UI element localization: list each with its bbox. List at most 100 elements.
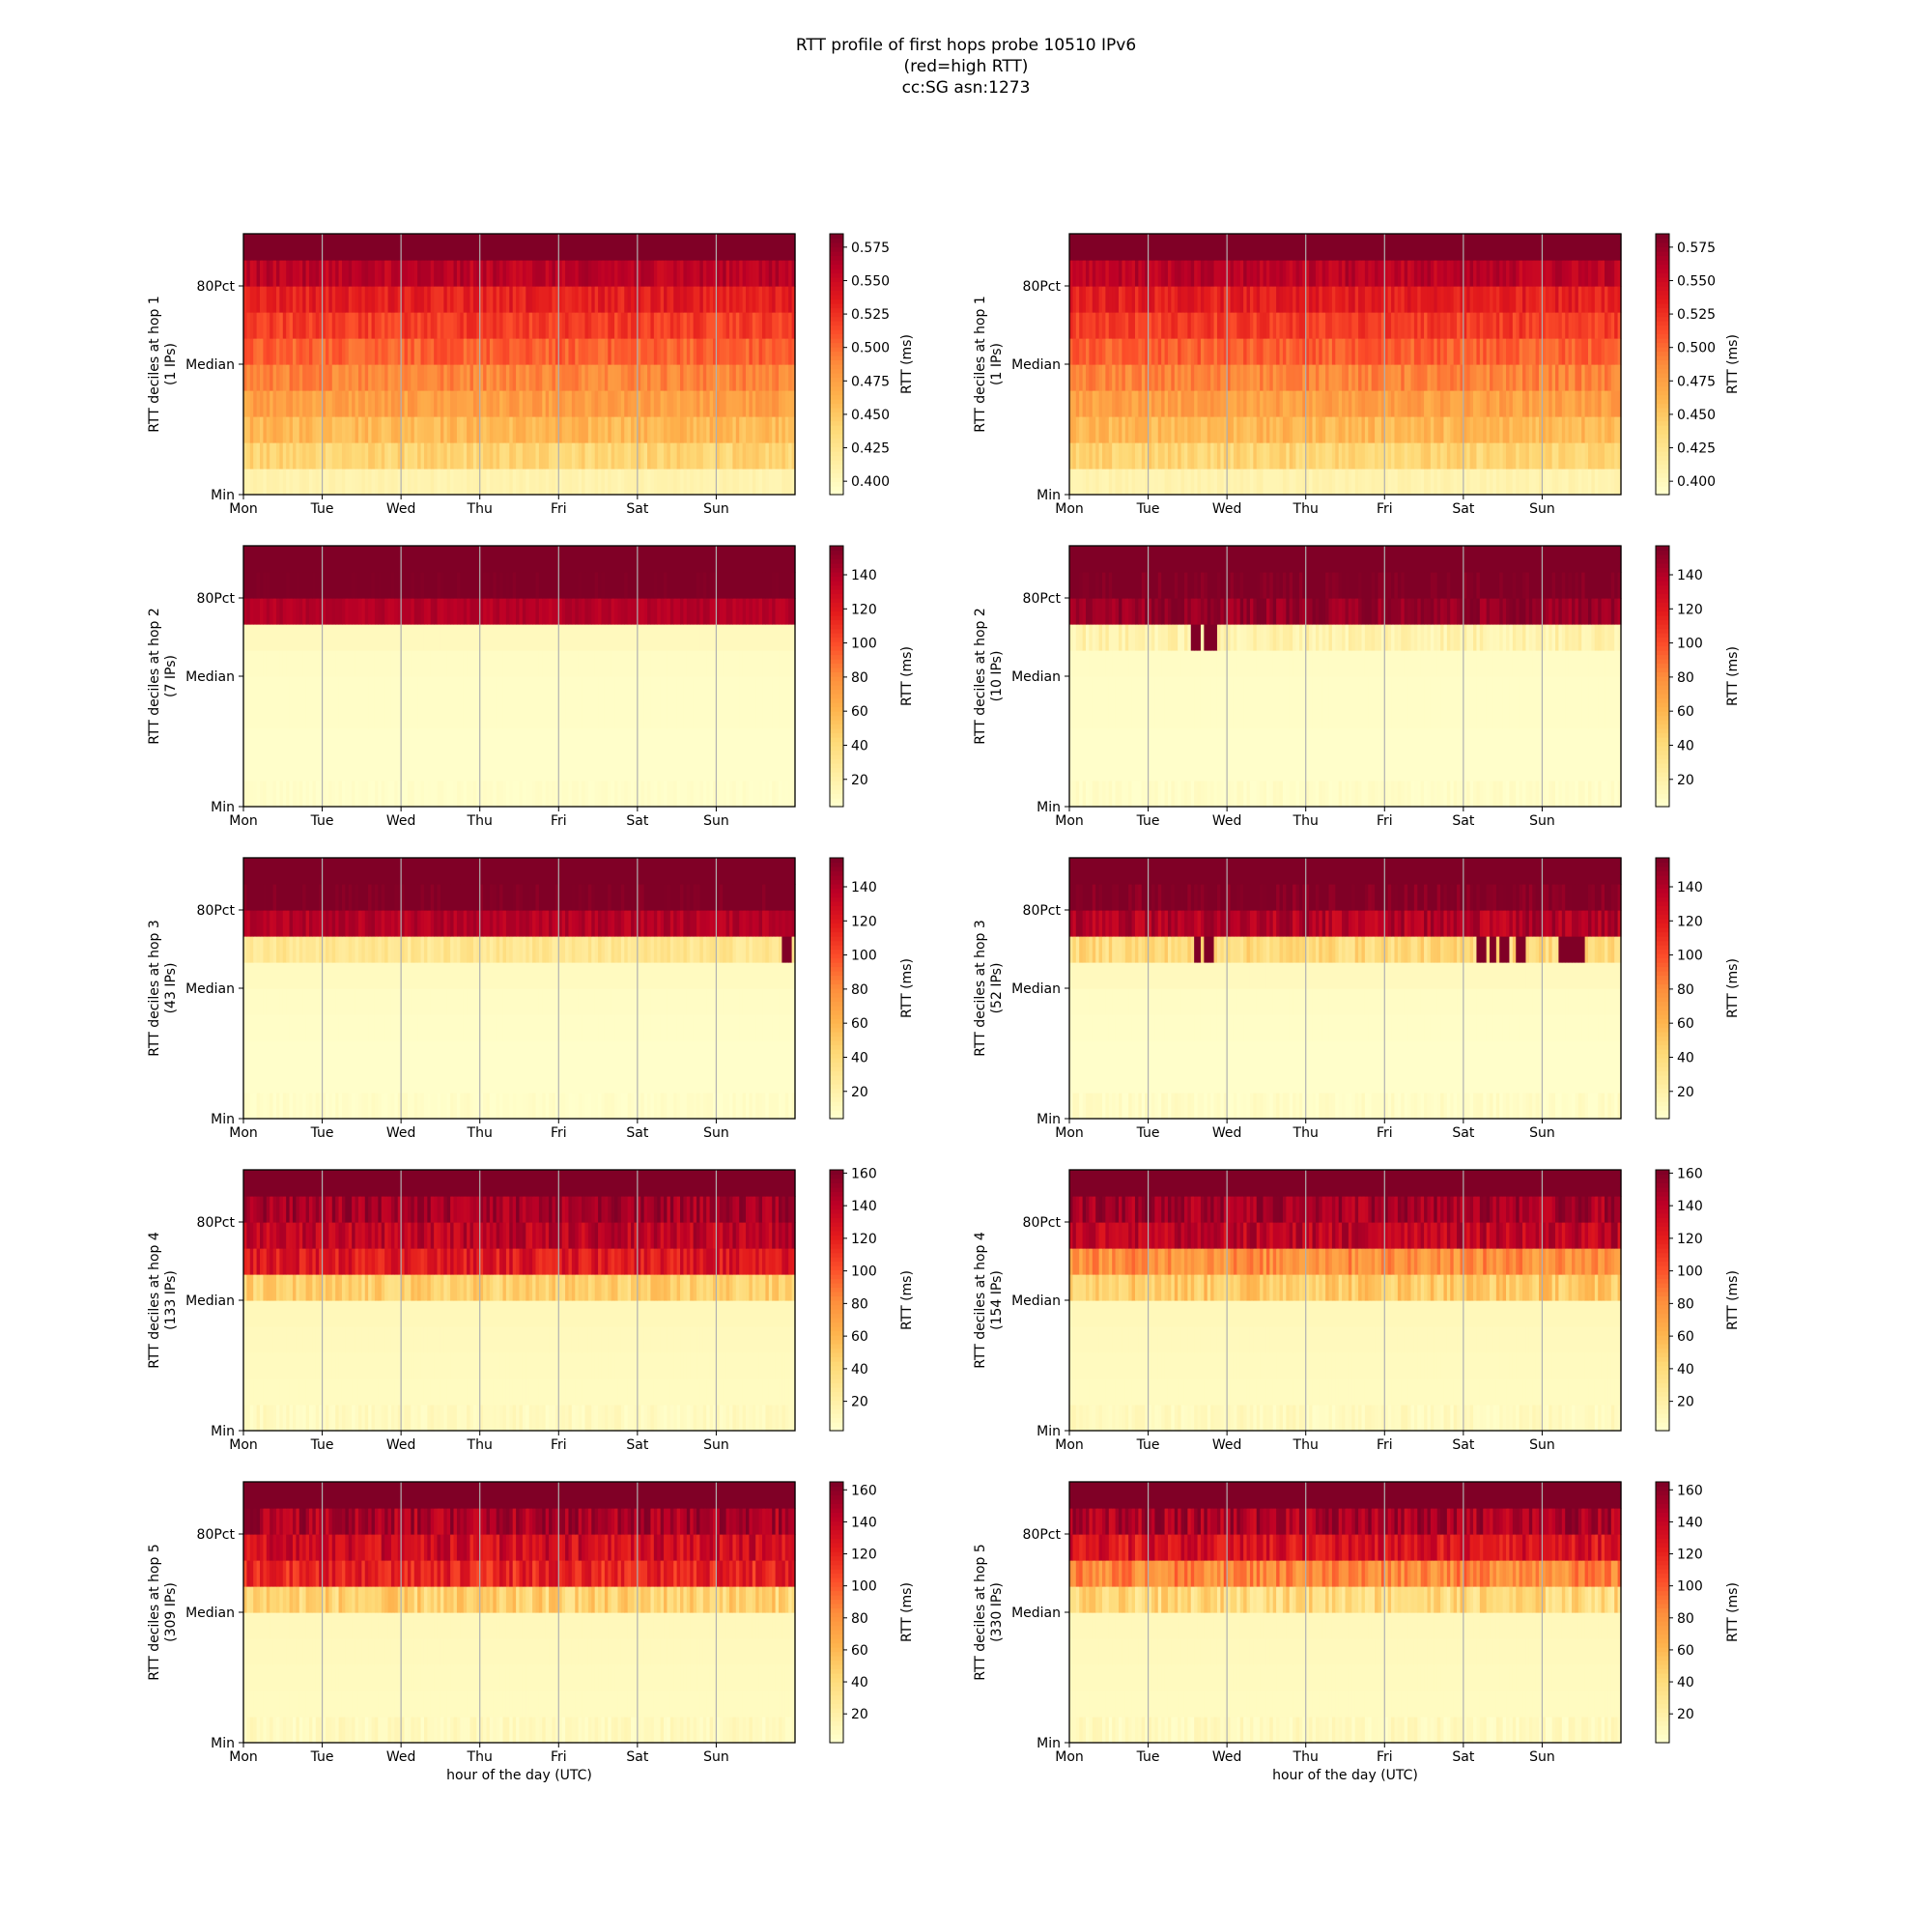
heatmap-cell — [502, 390, 507, 417]
heatmap-cell — [1124, 390, 1129, 417]
heatmap-cell — [664, 624, 668, 651]
heatmap-cell — [315, 416, 320, 443]
heatmap-cell — [505, 260, 510, 287]
heatmap-cell — [352, 572, 356, 599]
heatmap-cell — [1354, 442, 1359, 469]
heatmap-cell — [522, 364, 526, 391]
heatmap-cell — [437, 234, 441, 261]
heatmap-cell — [1345, 338, 1350, 365]
heatmap-cell — [1157, 442, 1162, 469]
heatmap-cell — [781, 286, 786, 313]
heatmap-cell — [1239, 442, 1244, 469]
heatmap-cell — [384, 754, 389, 781]
heatmap-cell — [1479, 442, 1484, 469]
heatmap-cell — [611, 702, 615, 729]
heatmap-cell — [420, 728, 425, 755]
heatmap-cell — [575, 598, 580, 625]
heatmap-cell — [1614, 260, 1619, 287]
heatmap-cell — [1443, 286, 1448, 313]
heatmap-cell — [341, 676, 346, 703]
heatmap-cell — [1361, 260, 1366, 287]
heatmap-cell — [289, 469, 294, 496]
heatmap-cell — [357, 781, 362, 808]
heatmap-cell — [1171, 312, 1176, 339]
heatmap-cell — [1594, 416, 1599, 443]
heatmap-cell — [686, 728, 691, 755]
heatmap-cell — [768, 234, 773, 261]
heatmap-cell — [272, 442, 277, 469]
heatmap-cell — [1295, 234, 1300, 261]
heatmap-cell — [1289, 260, 1293, 287]
heatmap-cell — [1443, 469, 1448, 496]
heatmap-cell — [407, 390, 412, 417]
heatmap-cell — [1568, 416, 1573, 443]
heatmap-cell — [401, 702, 406, 729]
heatmap-cell — [693, 234, 697, 261]
heatmap-cell — [1167, 260, 1172, 287]
heatmap-cell — [1085, 469, 1090, 496]
heatmap-cell — [361, 260, 366, 287]
heatmap-cell — [381, 390, 385, 417]
heatmap-cell — [289, 338, 294, 365]
heatmap-cell — [256, 390, 261, 417]
heatmap-cell — [378, 390, 383, 417]
heatmap-cell — [1394, 286, 1399, 313]
heatmap-cell — [1328, 338, 1333, 365]
heatmap-cell — [505, 676, 510, 703]
heatmap-cell — [427, 416, 432, 443]
heatmap-cell — [631, 312, 636, 339]
heatmap-cell — [752, 728, 756, 755]
heatmap-cell — [456, 624, 461, 651]
heatmap-cell — [467, 702, 471, 729]
heatmap-cell — [453, 702, 458, 729]
heatmap-cell — [312, 572, 317, 599]
heatmap-cell — [1614, 286, 1619, 313]
heatmap-cell — [456, 781, 461, 808]
heatmap-cell — [549, 598, 554, 625]
heatmap-cell — [558, 624, 563, 651]
heatmap-cell — [653, 364, 658, 391]
heatmap-cell — [1463, 338, 1467, 365]
y-tick-label: Median — [185, 357, 235, 373]
heatmap-cell — [1607, 442, 1612, 469]
heatmap-cell — [552, 234, 556, 261]
heatmap-cell — [667, 676, 671, 703]
colorbar-step — [1656, 359, 1669, 365]
heatmap-cell — [1227, 364, 1232, 391]
heatmap-cell — [575, 416, 580, 443]
heatmap-cell — [472, 781, 477, 808]
heatmap-cell — [404, 572, 409, 599]
heatmap-cell — [371, 650, 376, 677]
heatmap-cell — [352, 390, 356, 417]
heatmap-cell — [275, 598, 280, 625]
heatmap-cell — [647, 390, 652, 417]
heatmap-cell — [680, 624, 685, 651]
heatmap-cell — [1476, 469, 1481, 496]
heatmap-cell — [476, 469, 481, 496]
heatmap-cell — [608, 312, 612, 339]
heatmap-cell — [716, 286, 721, 313]
heatmap-cell — [735, 442, 740, 469]
heatmap-cell — [575, 624, 580, 651]
heatmap-cell — [561, 312, 566, 339]
heatmap-cell — [1614, 390, 1619, 417]
heatmap-cell — [528, 754, 533, 781]
heatmap-cell — [450, 469, 455, 496]
heatmap-cell — [308, 234, 313, 261]
heatmap-cell — [545, 781, 550, 808]
heatmap-cell — [765, 702, 770, 729]
heatmap-cell — [319, 598, 324, 625]
heatmap-cell — [690, 286, 695, 313]
heatmap-cell — [1375, 338, 1379, 365]
heatmap-cell — [1558, 390, 1563, 417]
heatmap-cell — [1151, 286, 1155, 313]
heatmap-cell — [716, 754, 721, 781]
heatmap-cell — [768, 781, 773, 808]
heatmap-cell — [561, 728, 566, 755]
heatmap-cell — [243, 416, 247, 443]
heatmap-cell — [1545, 312, 1549, 339]
heatmap-cell — [542, 676, 547, 703]
heatmap-cell — [742, 702, 747, 729]
heatmap-cell — [486, 598, 491, 625]
heatmap-cell — [1404, 286, 1408, 313]
